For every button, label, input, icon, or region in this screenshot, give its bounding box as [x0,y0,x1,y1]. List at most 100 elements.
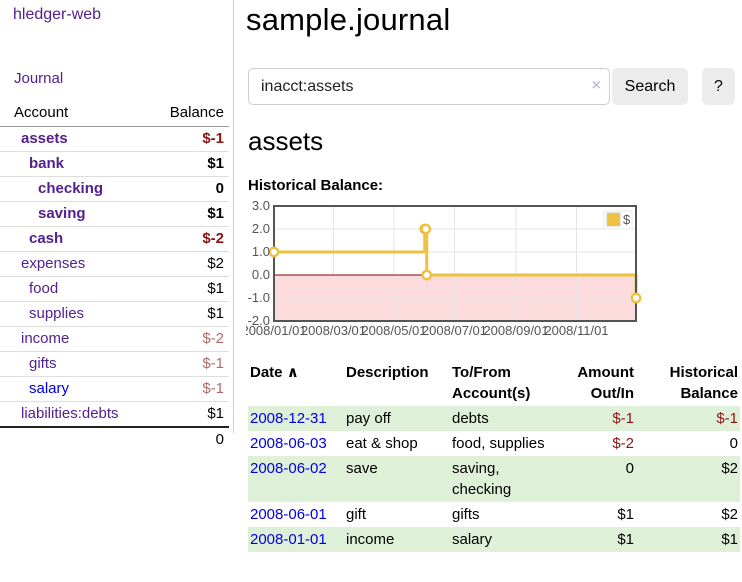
y-axis-tick-label: 1.0 [252,244,270,259]
account-link[interactable]: income [21,330,70,347]
chart-title: Historical Balance: [248,177,384,194]
register-header-date[interactable]: Date ∧ [250,364,299,381]
sort-ascending-icon: ∧ [286,364,299,381]
accounts-table: Account Balance assets $-1 bank $1 checking 0… [0,101,229,452]
account-row: bank $1 [0,151,229,177]
transaction-accounts: food, supplies [452,435,545,452]
account-link[interactable]: food [29,280,59,297]
accounts-total-row: 0 [0,426,229,452]
accounts-header-account: Account [0,101,153,127]
x-axis-tick-label: 2008/05/01 [361,323,426,338]
account-balance: 0 [152,176,229,202]
transaction-description: gift [346,506,367,523]
register-header-row: Date ∧ Description To/From Account(s) Am… [248,358,740,406]
account-row: income $-2 [0,326,229,352]
transaction-description: pay off [344,406,450,431]
search-help-button[interactable]: ? [702,68,735,105]
account-row: salary $-1 [0,376,229,402]
legend-swatch [606,212,621,227]
transaction-amount: $-1 [562,406,636,431]
account-row: food $1 [0,276,229,302]
x-axis-tick-label: 2008/07/01 [422,323,487,338]
search-button[interactable]: Search [612,68,688,105]
clear-search-icon[interactable]: × [591,77,601,94]
x-axis-tick-label: 2008/03/01 [301,323,366,338]
data-point [420,223,432,235]
account-balance: $-2 [152,326,229,352]
register-header-balance: Historical Balance [669,364,738,402]
register-body: 2008-12-31 pay off debts $-1 $-1 2008-06-03 ea… [248,406,740,552]
transaction-description: eat & shop [346,435,418,452]
transaction-description: income [344,527,450,552]
account-row: cash $-2 [0,226,229,252]
x-axis-tick-label: 2008/01/01 [246,323,307,338]
transaction-balance: $2 [636,456,740,502]
page-title: sample.journal [246,2,451,37]
accounts-header-balance: Balance [152,101,229,127]
search-input-wrap: × [248,68,610,105]
app-title-link[interactable]: hledger-web [13,6,102,23]
account-heading: assets [248,126,324,156]
register-row: 2008-12-31 pay off debts $-1 $-1 [248,406,740,431]
transaction-balance: $1 [636,527,740,552]
register-header-description: Description [346,364,429,381]
account-link[interactable]: supplies [29,305,85,322]
account-balance: $-2 [152,226,229,252]
transaction-balance: $-1 [636,406,740,431]
historical-balance-chart: $3.0 2.0 1.0 0.0 -1.0 -2.02008/01/012008/03/0… [246,199,642,338]
transaction-amount: $-2 [612,435,634,452]
account-link[interactable]: liabilities:debts [21,405,119,422]
account-link[interactable]: cash [29,230,64,247]
register-table: Date ∧ Description To/From Account(s) Am… [248,358,740,552]
search-input[interactable] [248,68,610,105]
transaction-date-link[interactable]: 2008-06-01 [250,506,327,523]
data-point [630,292,642,304]
transaction-amount: $1 [617,506,634,523]
accounts-total-balance: 0 [152,426,229,452]
x-axis-tick-label: 2008/11/01 [544,323,608,338]
sidebar-item-journal[interactable]: Journal [14,70,64,87]
account-link[interactable]: checking [38,180,104,197]
transaction-accounts: saving, checking [450,456,562,502]
accounts-header-row: Account Balance [0,101,229,127]
account-link[interactable]: assets [21,130,68,147]
transaction-amount: $1 [562,527,636,552]
account-row: liabilities:debts $1 [0,401,229,427]
account-balance: $1 [152,201,229,227]
account-row: saving $1 [0,201,229,227]
account-link[interactable]: gifts [29,355,57,372]
transaction-date-link[interactable]: 2008-01-01 [250,531,327,548]
accounts-body: assets $-1 bank $1 checking 0 saving $1 cash $-2 e… [0,127,229,427]
account-balance: $1 [152,401,229,427]
x-axis-tick-label: 2008/09/01 [483,323,548,338]
data-point [421,269,433,281]
account-balance: $-1 [202,130,224,147]
transaction-date-link[interactable]: 2008-06-03 [250,435,327,452]
account-link[interactable]: salary [29,380,70,397]
transaction-accounts: gifts [452,506,480,523]
account-balance: $2 [152,251,229,277]
y-axis-tick-label: 3.0 [252,199,270,213]
transaction-date-link[interactable]: 2008-12-31 [250,410,327,427]
search-bar: × Search ? [248,68,735,105]
account-link[interactable]: bank [29,155,65,172]
account-link[interactable]: expenses [21,255,86,272]
account-row: assets $-1 [0,127,229,152]
main-panel: sample.journal × Search ? assets Histori… [246,0,742,582]
register-header-accounts: To/From Account(s) [452,364,531,402]
legend-label: $ [623,212,631,227]
register-row: 2008-06-02 save saving, checking 0 $2 [248,456,740,502]
transaction-balance: 0 [729,435,738,452]
account-row: expenses $2 [0,251,229,277]
transaction-accounts: debts [450,406,562,431]
account-balance: $1 [152,151,229,177]
register-row: 2008-06-01 gift gifts $1 $2 [248,502,740,527]
account-link[interactable]: saving [38,205,86,222]
account-row: supplies $1 [0,301,229,327]
transaction-date-link[interactable]: 2008-06-02 [250,460,327,477]
transaction-amount: 0 [562,456,636,502]
data-point [268,246,280,258]
transaction-description: save [344,456,450,502]
transaction-balance: $2 [721,506,738,523]
register-header-amount: Amount Out/In [577,364,634,402]
